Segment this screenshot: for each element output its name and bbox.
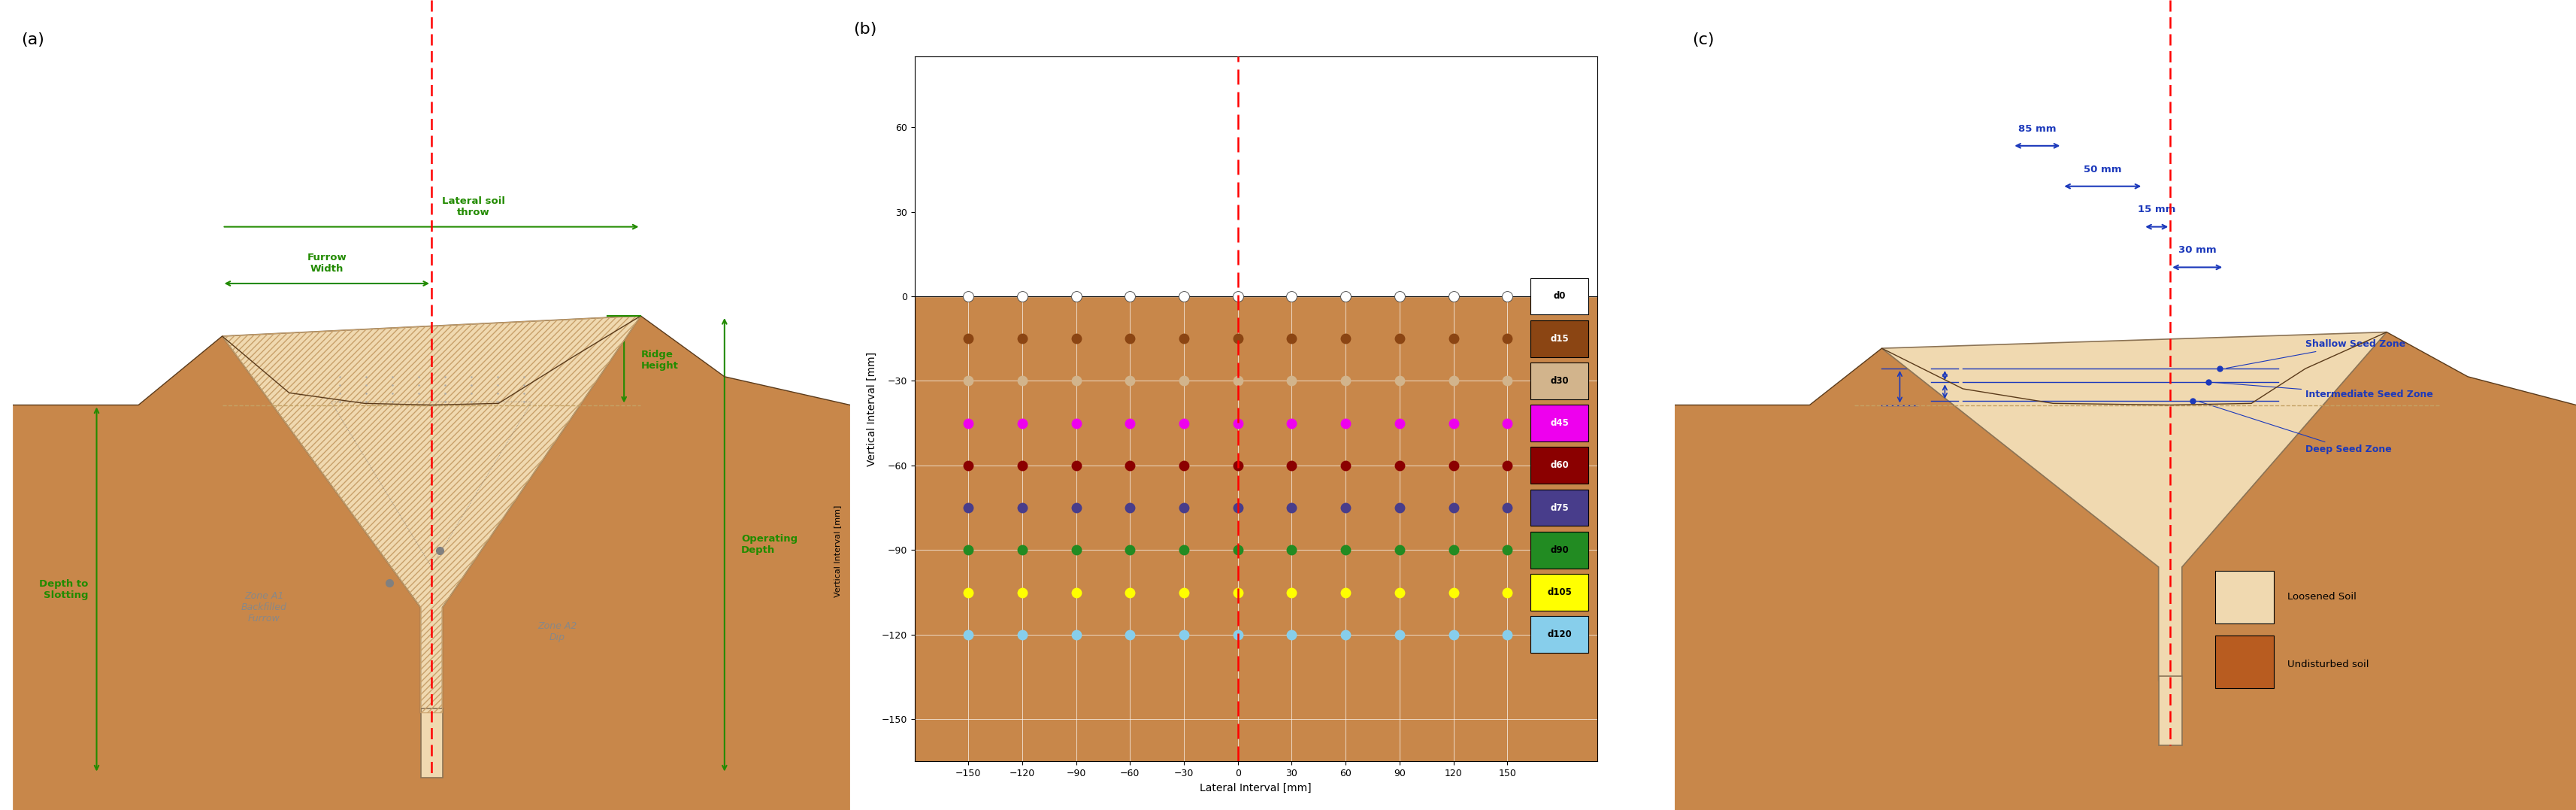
Bar	[2215, 636, 2275, 688]
Text: Deep Seed Zone: Deep Seed Zone	[2200, 402, 2391, 454]
Polygon shape	[13, 0, 850, 405]
Bar	[420, 709, 443, 778]
Polygon shape	[1880, 332, 2385, 680]
Text: Depth to
Slotting: Depth to Slotting	[39, 579, 88, 599]
Text: d15: d15	[1551, 334, 1569, 343]
Polygon shape	[1674, 0, 2576, 405]
Bar	[1530, 447, 1589, 484]
Text: (b): (b)	[853, 22, 876, 36]
Text: d60: d60	[1551, 461, 1569, 471]
Text: d75: d75	[1551, 503, 1569, 513]
Bar	[1530, 616, 1589, 653]
Bar	[2159, 676, 2182, 745]
Bar	[1530, 320, 1589, 357]
Text: Ridge
Height: Ridge Height	[641, 350, 677, 371]
Polygon shape	[13, 316, 850, 810]
Text: Zone A2
Dip: Zone A2 Dip	[538, 621, 577, 642]
Text: (a): (a)	[21, 32, 44, 48]
Text: Intermediate Seed Zone: Intermediate Seed Zone	[2215, 382, 2434, 399]
Text: Zone A1
Backfilled
Furrow: Zone A1 Backfilled Furrow	[242, 591, 286, 624]
Text: 15 mm: 15 mm	[2138, 205, 2177, 215]
Bar	[1530, 278, 1589, 314]
Text: Operating
Depth: Operating Depth	[742, 535, 799, 555]
Bar	[1530, 489, 1589, 526]
Bar	[1530, 363, 1589, 399]
Polygon shape	[222, 316, 641, 713]
Text: 30 mm: 30 mm	[2179, 245, 2215, 255]
Text: d0: d0	[1553, 292, 1566, 301]
Text: d105: d105	[1548, 587, 1571, 597]
Text: Shallow Seed Zone: Shallow Seed Zone	[2226, 339, 2406, 369]
Text: Loosened Soil: Loosened Soil	[2287, 592, 2357, 602]
Y-axis label: Vertical Interval [mm]: Vertical Interval [mm]	[866, 352, 878, 467]
Bar	[2215, 571, 2275, 624]
Text: d120: d120	[1548, 629, 1571, 639]
Text: d30: d30	[1551, 376, 1569, 386]
Bar	[1530, 531, 1589, 569]
X-axis label: Lateral Interval [mm]: Lateral Interval [mm]	[1200, 782, 1311, 793]
Text: Undisturbed soil: Undisturbed soil	[2287, 659, 2370, 669]
Text: 50 mm: 50 mm	[2084, 164, 2123, 174]
Bar	[1530, 574, 1589, 611]
Text: Lateral soil
throw: Lateral soil throw	[440, 196, 505, 217]
Polygon shape	[1674, 332, 2576, 810]
Bar	[1530, 405, 1589, 441]
Text: d45: d45	[1551, 418, 1569, 428]
Text: Vertical Interval [mm]: Vertical Interval [mm]	[835, 505, 842, 597]
Text: 85 mm: 85 mm	[2020, 124, 2056, 134]
Text: d90: d90	[1551, 545, 1569, 555]
Text: (c): (c)	[1692, 32, 1716, 48]
Text: Furrow
Width: Furrow Width	[307, 253, 348, 274]
